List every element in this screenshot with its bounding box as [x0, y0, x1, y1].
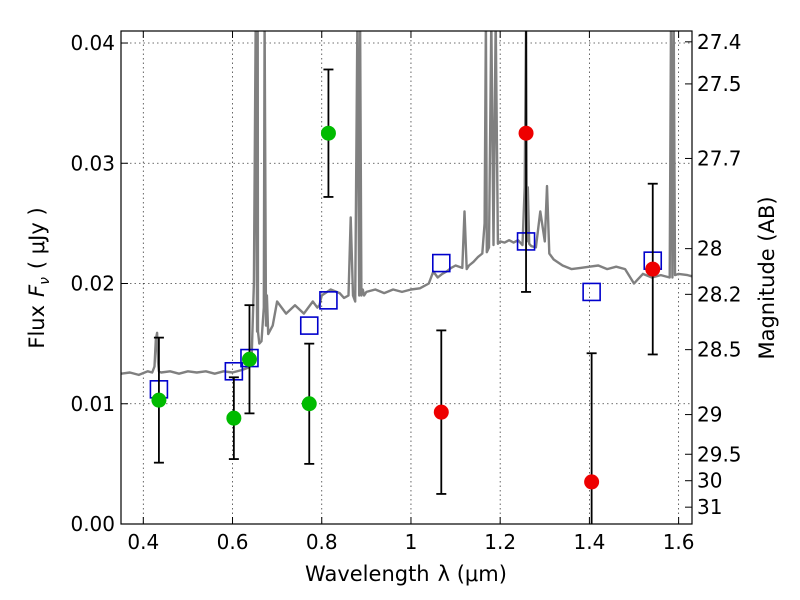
x-tick-label: 1.2 — [484, 530, 516, 554]
y-axis-label: Flux Fν ( μJy ) — [25, 207, 53, 348]
x-tick-label: 1 — [405, 530, 418, 554]
observed-optical-point — [241, 351, 257, 367]
grid-lines — [121, 31, 692, 525]
y-tick-label: 0.00 — [70, 512, 115, 536]
observed-optical-point — [301, 396, 317, 412]
mag-tick-label: 27.5 — [697, 72, 742, 96]
observed-nir-point — [645, 261, 661, 277]
y-axis-label-text: Flux — [25, 305, 49, 349]
model-photometry-marker — [582, 282, 601, 302]
x-axis-label-text: Wavelength — [305, 562, 430, 586]
y-tick-label: 0.01 — [70, 392, 115, 416]
y-tick-label: 0.03 — [70, 151, 115, 175]
y-tick-label: 0.02 — [70, 272, 115, 296]
x-tick-label: 1.6 — [663, 530, 695, 554]
mag-tick-label: 27.7 — [697, 146, 742, 170]
x-axis-label: Wavelength λ (μm) — [305, 562, 507, 586]
y-axis-label-symbol: F — [25, 284, 49, 297]
observed-optical-point — [226, 410, 242, 426]
mag-tick-label: 29.5 — [697, 442, 742, 466]
observed-nir-point — [433, 404, 449, 420]
y-axis-label-unit: ( μJy ) — [25, 207, 49, 269]
model-photometry-marker — [431, 253, 451, 273]
x-axis-label-symbol: λ (μm) — [438, 562, 507, 586]
model-photometry-marker — [299, 316, 319, 335]
mag-tick-label: 31 — [697, 495, 722, 519]
plot-frame — [120, 30, 693, 525]
x-tick-label: 1.4 — [573, 530, 605, 554]
model-photometry-marker — [319, 291, 338, 310]
observed-nir-point — [518, 125, 534, 141]
mag-tick-label: 28.5 — [697, 338, 742, 362]
mag-tick-label: 28.2 — [697, 282, 742, 306]
x-tick-label: 0.6 — [217, 530, 249, 554]
y2-axis-label: Magnitude (AB) — [755, 196, 779, 359]
x-tick-label: 0.8 — [306, 530, 338, 554]
observed-nir-point — [584, 474, 600, 490]
data-layer — [121, 31, 692, 524]
observed-optical-point — [151, 392, 167, 408]
mag-tick-label: 29 — [697, 403, 722, 427]
axis-ticks: 0.4 0.6 0.8 1 1.2 1.4 1.6 0.00 0.01 0.02 0.03 0.04 2… — [70, 30, 741, 554]
y-tick-label: 0.04 — [70, 31, 115, 55]
mag-tick-label: 27.4 — [697, 30, 742, 54]
plot-background — [121, 31, 692, 524]
mag-tick-label: 30 — [697, 469, 722, 493]
mag-tick-label: 28 — [697, 237, 722, 261]
observed-optical-point — [320, 125, 336, 141]
x-tick-label: 0.4 — [127, 530, 159, 554]
y-axis-label-sub: ν — [37, 277, 53, 285]
